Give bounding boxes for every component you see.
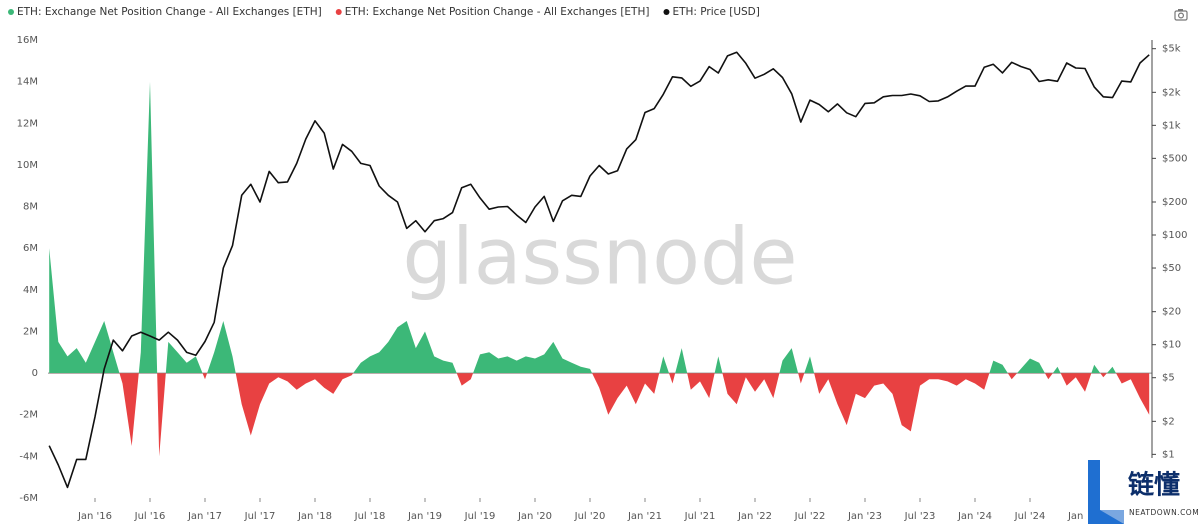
y-tick-label: 8M: [23, 202, 38, 213]
y2-tick-label: $1: [1162, 449, 1175, 460]
x-tick-label: Jan '20: [517, 511, 552, 522]
brand-site: NEATDOWN.COM: [1129, 508, 1199, 517]
x-tick-label: Jan '21: [627, 511, 662, 522]
y2-tick-label: $20: [1162, 307, 1181, 318]
x-tick-label: Jul '16: [134, 511, 166, 522]
legend-marker: [8, 9, 14, 15]
x-tick-label: Jul '24: [1014, 511, 1046, 522]
y2-tick-label: $5: [1162, 373, 1175, 384]
watermark: glassnode: [403, 212, 798, 302]
net-position-area-positive: [49, 81, 1116, 374]
brand-logo: 链懂 NEATDOWN.COM: [1084, 458, 1200, 527]
y2-tick-label: $500: [1162, 153, 1187, 164]
camera-icon[interactable]: [1174, 9, 1188, 21]
y-tick-label: -6M: [19, 493, 38, 504]
y2-tick-label: $50: [1162, 263, 1181, 274]
x-tick-label: Jan '17: [187, 511, 222, 522]
y-tick-label: -2M: [19, 410, 38, 421]
y-tick-label: 10M: [17, 160, 38, 171]
y-tick-label: 12M: [17, 118, 38, 129]
legend-label: ETH: Exchange Net Position Change - All …: [345, 6, 650, 18]
y-tick-label: 2M: [23, 326, 38, 337]
y-tick-label: 16M: [17, 35, 38, 46]
y-tick-label: 0: [32, 368, 38, 379]
x-tick-label: Jul '22: [794, 511, 826, 522]
x-tick-label: Jan '18: [297, 511, 332, 522]
x-tick-label: Jan '19: [407, 511, 442, 522]
x-tick-label: Jan '16: [77, 511, 112, 522]
y2-tick-label: $5k: [1162, 44, 1181, 55]
y-tick-label: -4M: [19, 451, 38, 462]
x-tick-label: Jul '23: [904, 511, 936, 522]
y-tick-label: 4M: [23, 285, 38, 296]
y2-tick-label: $2: [1162, 416, 1175, 427]
x-tick-label: Jan '23: [847, 511, 882, 522]
x-tick-label: Jul '17: [244, 511, 276, 522]
legend-marker: [663, 9, 670, 15]
x-tick-label: Jul '20: [574, 511, 606, 522]
x-tick-label: Jan '24: [957, 511, 992, 522]
y2-tick-label: $100: [1162, 230, 1187, 241]
x-tick-label: Jul '19: [464, 511, 496, 522]
y2-tick-label: $2k: [1162, 87, 1181, 98]
brand-name: 链懂: [1128, 470, 1180, 501]
x-tick-label: Jul '21: [684, 511, 716, 522]
net-position-area-negative: [49, 373, 1150, 457]
x-tick-label: Jul '18: [354, 511, 386, 522]
y-tick-label: 6M: [23, 243, 38, 254]
legend-label: ETH: Exchange Net Position Change - All …: [17, 6, 322, 18]
x-tick-label: Jan '22: [737, 511, 772, 522]
y2-tick-label: $200: [1162, 197, 1187, 208]
logo-mark: [1088, 460, 1124, 524]
y2-tick-label: $10: [1162, 340, 1181, 351]
y2-tick-label: $1k: [1162, 120, 1181, 131]
logo-mark-shade: [1100, 510, 1124, 524]
legend-label: ETH: Price [USD]: [672, 6, 759, 18]
legend-marker: [335, 9, 342, 15]
y-tick-label: 14M: [17, 77, 38, 88]
price-line: [48, 51, 1150, 489]
